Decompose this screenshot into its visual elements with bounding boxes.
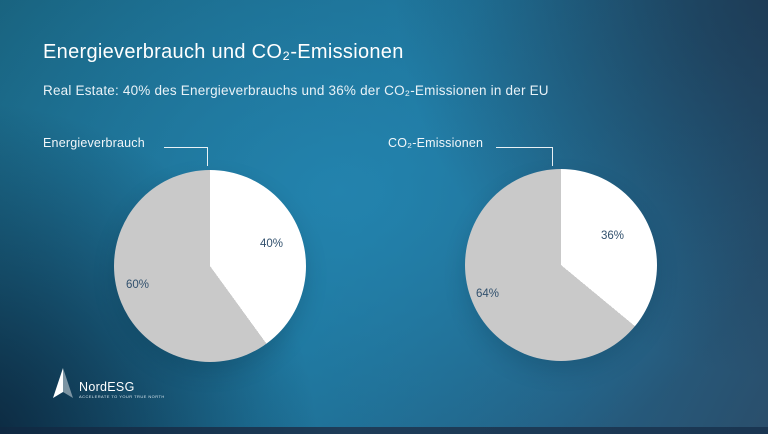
page-subtitle: Real Estate: 40% des Energieverbrauchs u… <box>43 82 549 98</box>
logo-tagline: ACCELERATE TO YOUR TRUE NORTH <box>79 394 165 399</box>
pie-right-slice-label-64: 64% <box>476 288 500 300</box>
pie-right-connector-line <box>496 147 553 166</box>
pie-left-slice-label-40: 40% <box>260 238 284 250</box>
footer-bar <box>0 427 768 434</box>
pie-left-slice-label-60: 60% <box>126 279 150 291</box>
logo-text: NordESG ACCELERATE TO YOUR TRUE NORTH <box>79 381 165 399</box>
page-title: Energieverbrauch und CO₂-Emissionen <box>43 41 404 64</box>
pie-right-slice-label-36: 36% <box>601 230 625 242</box>
pie-chart-co2-emissionen: 36% 64% <box>465 169 657 361</box>
logo-name: NordESG <box>79 380 135 394</box>
pie-chart-energieverbrauch: 40% 60% <box>114 170 306 362</box>
pie-right-title: CO₂-Emissionen <box>388 136 484 150</box>
north-arrow-icon <box>53 368 73 398</box>
logo: NordESG ACCELERATE TO YOUR TRUE NORTH <box>52 368 165 400</box>
pie-left-title: Energieverbrauch <box>43 136 145 150</box>
pie-left-connector-line <box>164 147 208 166</box>
